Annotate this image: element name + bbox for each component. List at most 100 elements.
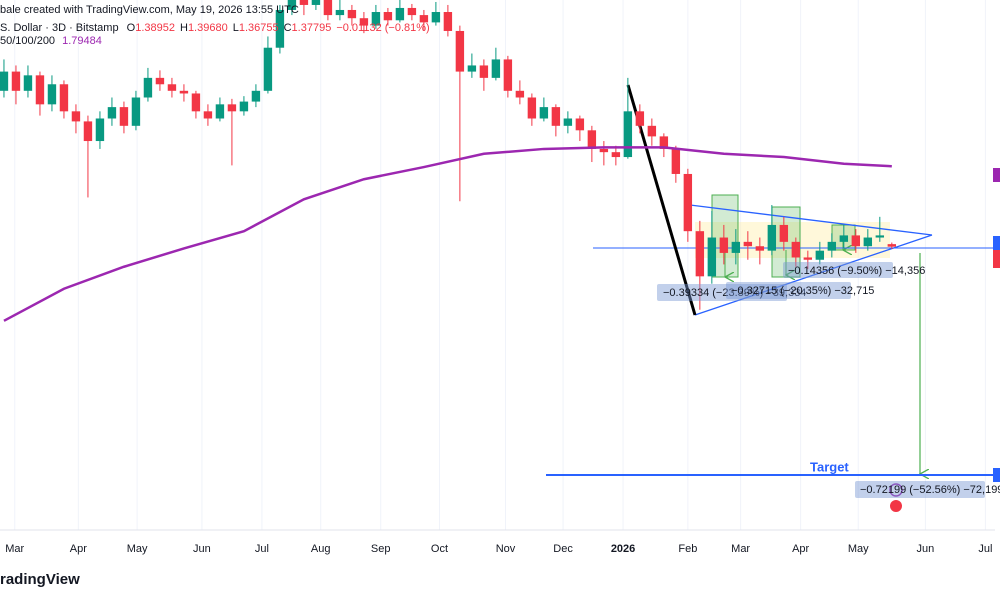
grid xyxy=(14,0,986,530)
x-tick-label: May xyxy=(848,543,869,555)
x-tick-label: Apr xyxy=(70,543,87,555)
measure-label: −0.72199 (−52.56%) −72,199 xyxy=(860,484,1000,496)
candle-body xyxy=(779,224,789,242)
candle-body xyxy=(47,84,57,105)
candle-body xyxy=(59,84,69,112)
measure-label: −0.32715 (−20.35%) −32,715 xyxy=(731,285,874,297)
candle-body xyxy=(731,241,741,253)
candle-body xyxy=(443,12,453,31)
candle-body xyxy=(203,111,213,119)
candle-body xyxy=(467,65,477,72)
candle-body xyxy=(119,107,129,126)
candle-body xyxy=(683,173,693,232)
candle-body xyxy=(0,71,9,91)
candle-body xyxy=(611,152,621,158)
candle-body xyxy=(143,77,153,98)
x-tick-label: Feb xyxy=(678,543,697,555)
candle-body xyxy=(431,12,441,23)
price-tag xyxy=(993,168,1000,182)
price-tag xyxy=(993,468,1000,482)
measure-label: −0.39334 (−23.39%) −39,334 xyxy=(663,287,806,299)
x-tick-label: Mar xyxy=(731,543,750,555)
candle-body xyxy=(71,111,81,122)
x-tick-label: Oct xyxy=(431,543,448,555)
ohlc-label: L xyxy=(233,22,239,34)
ohlc-label: H xyxy=(180,22,188,34)
change: −0.01132 (−0.81%) xyxy=(336,22,429,34)
candle-body xyxy=(863,237,873,247)
candle-body xyxy=(167,84,177,91)
candle-body xyxy=(479,65,489,78)
candle-body xyxy=(791,241,801,258)
candle-body xyxy=(647,125,657,137)
candle-body xyxy=(659,136,669,149)
x-tick-label: Sep xyxy=(371,543,391,555)
label-box xyxy=(726,282,851,299)
measure-label: −0.14356 (−9.50%) −14,356 xyxy=(788,265,925,277)
x-tick-label: Jul xyxy=(255,543,269,555)
candle-body xyxy=(311,0,321,5)
icon xyxy=(889,483,903,497)
ohlc-value: 1.37795 xyxy=(292,22,332,34)
candle-body xyxy=(263,47,273,91)
candle-body xyxy=(35,75,45,105)
candle-body xyxy=(455,30,465,72)
x-tick-label: Jul xyxy=(978,543,992,555)
candle-body xyxy=(107,107,117,119)
candle-body xyxy=(83,121,93,142)
candle-body xyxy=(815,250,825,260)
candle-body xyxy=(215,104,225,119)
label-box xyxy=(855,481,985,498)
candle-body xyxy=(299,0,309,5)
candle-body xyxy=(707,237,717,277)
candle-body xyxy=(695,231,705,277)
label-box xyxy=(783,262,893,278)
candle-body xyxy=(827,241,837,251)
candle-body xyxy=(395,7,405,21)
candle-body xyxy=(515,90,525,98)
label-box xyxy=(657,284,787,301)
brand: radingView xyxy=(0,571,80,588)
candle-body xyxy=(251,90,261,102)
candle-body xyxy=(551,107,561,126)
candle-body xyxy=(371,12,381,26)
candle-body xyxy=(503,59,513,91)
x-tick-label: Aug xyxy=(311,543,331,555)
ma-value: 1.79484 xyxy=(62,35,102,47)
candle-body xyxy=(407,7,417,16)
triangle-line xyxy=(689,204,933,236)
candle-body xyxy=(587,130,597,149)
candle-body xyxy=(287,0,297,10)
candle-body xyxy=(623,111,633,158)
symbol: S. Dollar · 3D · Bitstamp xyxy=(0,22,119,34)
candle-body xyxy=(839,235,849,242)
candle-body xyxy=(635,111,645,126)
candle-body xyxy=(239,101,249,112)
x-tick-label: May xyxy=(127,543,148,555)
candle-body xyxy=(575,118,585,131)
x-tick-label: Dec xyxy=(553,543,573,555)
candle-body xyxy=(383,12,393,21)
candle-body xyxy=(599,148,609,153)
candle-body xyxy=(155,77,165,85)
x-tick-label: 2026 xyxy=(611,543,635,555)
candle-body xyxy=(131,97,141,126)
candle-body xyxy=(335,9,345,16)
ma-legend: 50/100/200 1.79484 xyxy=(0,35,102,47)
candle-body xyxy=(875,235,885,238)
watermark: bale created with TradingView.com, May 1… xyxy=(0,4,299,16)
candle-body xyxy=(527,97,537,119)
candle-body xyxy=(755,246,765,251)
x-tick-label: Jun xyxy=(193,543,211,555)
candle-body xyxy=(323,0,333,16)
symbol-line: S. Dollar · 3D · Bitstamp O1.38952 H1.396… xyxy=(0,22,430,34)
x-tick-label: Jun xyxy=(917,543,935,555)
candle-body xyxy=(719,237,729,253)
candle-body xyxy=(887,244,897,247)
ma-label: 50/100/200 xyxy=(0,35,55,47)
candle-body xyxy=(347,9,357,19)
x-tick-label: Mar xyxy=(5,543,24,555)
candle-body xyxy=(671,148,681,174)
